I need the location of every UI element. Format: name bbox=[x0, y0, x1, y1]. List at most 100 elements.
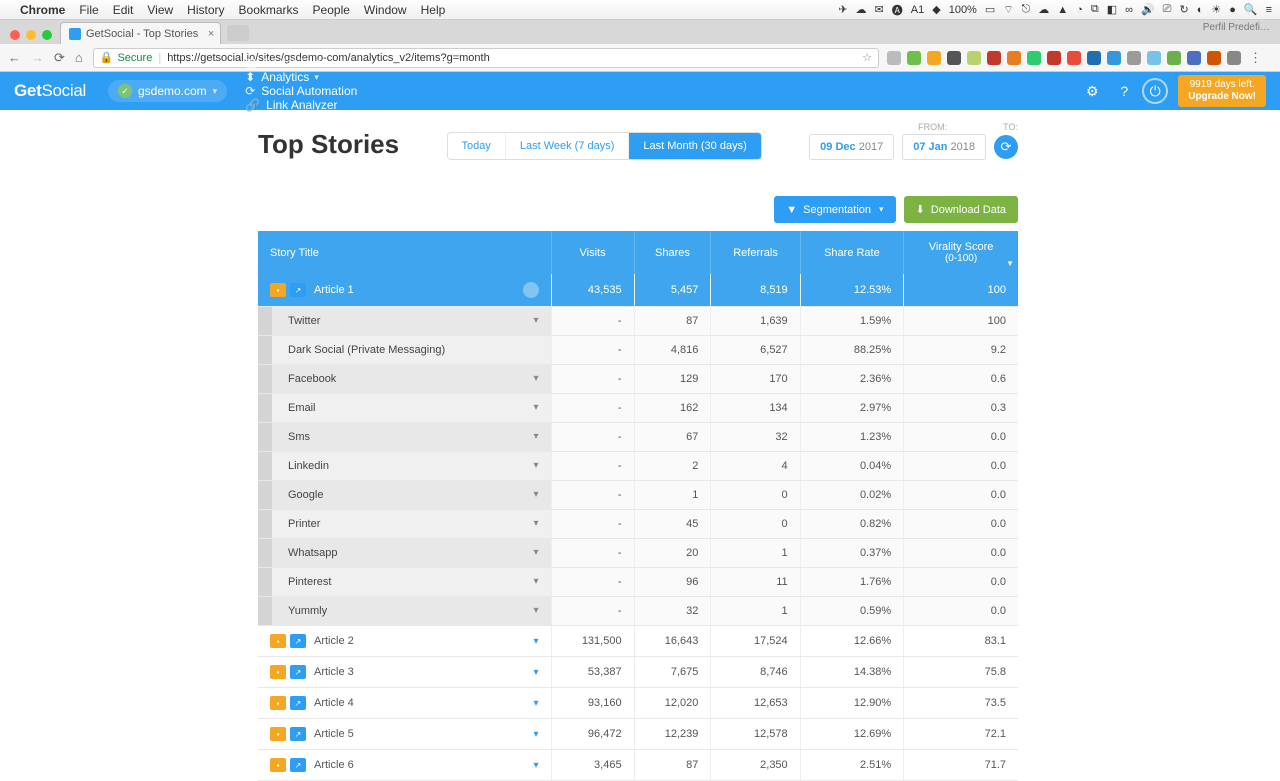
table-sub-row[interactable]: Pinterest▾-96111.76%0.0 bbox=[258, 568, 1018, 597]
table-sub-row[interactable]: Email▾-1621342.97%0.3 bbox=[258, 394, 1018, 423]
extension-icon[interactable] bbox=[967, 51, 981, 65]
range-today[interactable]: Today bbox=[448, 133, 506, 159]
nav-item[interactable]: ▭Billing▾ bbox=[245, 112, 357, 126]
mac-menu-item[interactable]: People bbox=[313, 3, 350, 17]
expand-icon[interactable]: ▾ bbox=[533, 729, 538, 740]
table-row[interactable]: ▪↗Article 6▾3,465872,3502.51%71.7 bbox=[258, 750, 1018, 781]
extension-icon[interactable] bbox=[1067, 51, 1081, 65]
nav-item[interactable]: 🔗Link Analyzer bbox=[245, 98, 357, 112]
col-visits[interactable]: Visits bbox=[551, 231, 634, 274]
refresh-button[interactable]: ⟳ bbox=[994, 135, 1018, 159]
extension-icon[interactable] bbox=[907, 51, 921, 65]
table-sub-row[interactable]: Google▾-100.02%0.0 bbox=[258, 481, 1018, 510]
power-icon[interactable]: ⏻ bbox=[1142, 78, 1168, 104]
table-row[interactable]: ▪↗Article 3▾53,3877,6758,74614.38%75.8 bbox=[258, 657, 1018, 688]
extension-icon[interactable] bbox=[947, 51, 961, 65]
to-date[interactable]: 07 Jan 2018 bbox=[902, 134, 986, 160]
table-sub-row[interactable]: Whatsapp▾-2010.37%0.0 bbox=[258, 539, 1018, 568]
back-icon[interactable]: ← bbox=[8, 50, 21, 65]
from-date[interactable]: 09 Dec 2017 bbox=[809, 134, 894, 160]
nav-item[interactable]: ▦Social Tools bbox=[245, 56, 357, 70]
nav-item[interactable]: ⟳Social Automation bbox=[245, 84, 357, 98]
col-score[interactable]: Virality Score(0-100)▼ bbox=[904, 231, 1018, 274]
mac-menu-item[interactable]: Bookmarks bbox=[239, 3, 299, 17]
extension-icon[interactable] bbox=[887, 51, 901, 65]
col-rate[interactable]: Share Rate bbox=[800, 231, 903, 274]
chevron-down-icon[interactable]: ▾ bbox=[533, 605, 538, 616]
col-shares[interactable]: Shares bbox=[634, 231, 711, 274]
reload-icon[interactable]: ⟳ bbox=[54, 50, 65, 66]
extension-icon[interactable] bbox=[1187, 51, 1201, 65]
extension-icon[interactable] bbox=[1107, 51, 1121, 65]
chevron-down-icon[interactable]: ▾ bbox=[533, 431, 538, 442]
table-row[interactable]: ▪↗Article 143,5355,4578,51912.53%100 bbox=[258, 274, 1018, 307]
table-sub-row[interactable]: Yummly▾-3210.59%0.0 bbox=[258, 597, 1018, 626]
mac-menu-item[interactable]: View bbox=[147, 3, 173, 17]
chevron-down-icon[interactable]: ▾ bbox=[533, 547, 538, 558]
segmentation-button[interactable]: ▼ Segmentation ▾ bbox=[774, 196, 895, 223]
extension-icon[interactable] bbox=[1167, 51, 1181, 65]
extension-icon[interactable] bbox=[1027, 51, 1041, 65]
logo[interactable]: GetSocial bbox=[14, 81, 86, 101]
help-icon[interactable]: ? bbox=[1110, 77, 1138, 105]
bookmark-icon[interactable]: ☆ bbox=[862, 51, 872, 64]
table-sub-row[interactable]: Linkedin▾-240.04%0.0 bbox=[258, 452, 1018, 481]
app-name[interactable]: Chrome bbox=[20, 3, 65, 17]
chevron-down-icon[interactable]: ▾ bbox=[533, 518, 538, 529]
gear-icon[interactable]: ⚙ bbox=[1078, 77, 1106, 105]
forward-icon[interactable]: → bbox=[31, 50, 44, 65]
nav-item[interactable]: ⬍Analytics▾ bbox=[245, 70, 357, 84]
table-sub-row[interactable]: Dark Social (Private Messaging)-4,8166,5… bbox=[258, 336, 1018, 365]
expand-icon[interactable]: ▾ bbox=[533, 636, 538, 647]
table-sub-row[interactable]: Twitter▾-871,6391.59%100 bbox=[258, 307, 1018, 336]
extension-icon[interactable] bbox=[1087, 51, 1101, 65]
extension-icon[interactable] bbox=[1047, 51, 1061, 65]
mac-menu-item[interactable]: Help bbox=[421, 3, 446, 17]
chevron-down-icon[interactable]: ▾ bbox=[533, 402, 538, 413]
chrome-profile[interactable]: Perfil Predefi… bbox=[1203, 22, 1270, 33]
expand-icon[interactable]: ▾ bbox=[533, 698, 538, 709]
extension-icon[interactable] bbox=[1007, 51, 1021, 65]
table-row[interactable]: ▪↗Article 5▾96,47212,23912,57812.69%72.1 bbox=[258, 719, 1018, 750]
col-title[interactable]: Story Title bbox=[258, 231, 551, 274]
extension-icon[interactable] bbox=[1127, 51, 1141, 65]
chevron-down-icon[interactable]: ▾ bbox=[533, 576, 538, 587]
table-row[interactable]: ▪↗Article 4▾93,16012,02012,65312.90%73.5 bbox=[258, 688, 1018, 719]
range-month[interactable]: Last Month (30 days) bbox=[629, 133, 760, 159]
window-controls[interactable] bbox=[10, 30, 52, 40]
expand-icon[interactable]: ▾ bbox=[533, 667, 538, 678]
chevron-down-icon[interactable]: ▾ bbox=[533, 489, 538, 500]
search-icon[interactable]: 🔍 bbox=[1244, 3, 1258, 16]
menu-icon[interactable]: ≡ bbox=[1266, 4, 1272, 16]
col-referrals[interactable]: Referrals bbox=[711, 231, 800, 274]
table-sub-row[interactable]: Sms▾-67321.23%0.0 bbox=[258, 423, 1018, 452]
close-icon[interactable]: × bbox=[208, 28, 214, 40]
chevron-down-icon[interactable]: ▾ bbox=[533, 460, 538, 471]
table-sub-row[interactable]: Facebook▾-1291702.36%0.6 bbox=[258, 365, 1018, 394]
chrome-menu-icon[interactable]: ⋮ bbox=[1249, 50, 1262, 66]
browser-tab[interactable]: GetSocial - Top Stories × bbox=[60, 22, 221, 44]
home-icon[interactable]: ⌂ bbox=[75, 50, 83, 65]
extension-icon[interactable] bbox=[1227, 51, 1241, 65]
table-row[interactable]: ▪↗Article 2▾131,50016,64317,52412.66%83.… bbox=[258, 626, 1018, 657]
mac-menu-item[interactable]: History bbox=[187, 3, 224, 17]
mac-menu-item[interactable]: Edit bbox=[113, 3, 134, 17]
user-icon[interactable]: ● bbox=[1229, 4, 1236, 16]
download-button[interactable]: ⬇ Download Data bbox=[904, 196, 1018, 223]
site-selector[interactable]: ✓ gsdemo.com ▾ bbox=[108, 80, 227, 102]
extension-icon[interactable] bbox=[1207, 51, 1221, 65]
new-tab-button[interactable] bbox=[227, 25, 249, 41]
chevron-down-icon[interactable]: ▾ bbox=[533, 315, 538, 326]
upgrade-banner[interactable]: 9919 days left. Upgrade Now! bbox=[1178, 75, 1266, 107]
range-week[interactable]: Last Week (7 days) bbox=[506, 133, 630, 159]
table-sub-row[interactable]: Printer▾-4500.82%0.0 bbox=[258, 510, 1018, 539]
collapse-icon[interactable] bbox=[523, 282, 539, 298]
extension-icon[interactable] bbox=[927, 51, 941, 65]
extension-icon[interactable] bbox=[1147, 51, 1161, 65]
mac-menu-item[interactable]: File bbox=[79, 3, 98, 17]
address-bar[interactable]: 🔒 Secure | https://getsocial.io/sites/gs… bbox=[93, 48, 879, 68]
chevron-down-icon[interactable]: ▾ bbox=[533, 373, 538, 384]
extension-icon[interactable] bbox=[987, 51, 1001, 65]
expand-icon[interactable]: ▾ bbox=[533, 760, 538, 771]
mac-menu-item[interactable]: Window bbox=[364, 3, 407, 17]
